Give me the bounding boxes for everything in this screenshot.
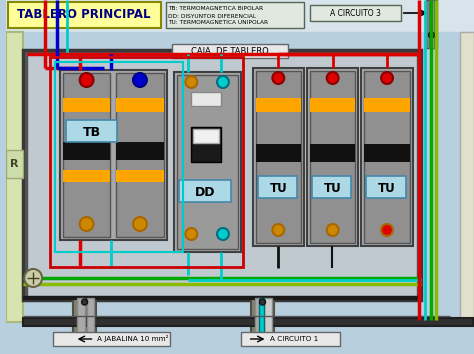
Bar [6,32,23,322]
Text: A JABALINA 10 mm²: A JABALINA 10 mm² [98,336,169,343]
Text: DD: DD [195,185,215,199]
Bar [241,332,339,346]
Text: TU: TU [269,182,287,194]
Bar [310,98,356,112]
Bar [366,176,406,198]
Text: R: R [10,159,18,169]
Bar [191,127,221,162]
Bar [365,71,410,243]
Bar [116,170,164,182]
Circle shape [217,228,229,240]
Bar [66,120,117,142]
Bar [87,298,94,343]
Circle shape [217,76,229,88]
Bar [116,142,164,160]
Bar [63,98,110,112]
Bar [307,68,358,246]
Bar [193,129,219,143]
Circle shape [260,299,265,305]
Bar [255,98,301,112]
Circle shape [185,76,197,88]
Bar [53,332,170,346]
Circle shape [381,224,393,236]
Bar [365,144,410,162]
Text: TB: TERMOMAGNETICA BIPOLAR: TB: TERMOMAGNETICA BIPOLAR [168,6,263,11]
Circle shape [185,228,197,240]
Bar [8,2,161,28]
Bar [116,98,164,112]
Bar [173,72,241,252]
Circle shape [327,72,338,84]
Text: A CIRCUITO 1: A CIRCUITO 1 [270,336,319,342]
Bar [116,73,164,237]
Bar [63,142,110,160]
Bar [6,150,23,178]
Bar [258,298,264,343]
Bar [6,32,474,322]
Text: TU: TU [324,182,342,194]
Bar [23,318,473,326]
Bar [312,176,351,198]
Text: DD: DISYUNTOR DIFERENCIAL: DD: DISYUNTOR DIFERENCIAL [168,13,256,18]
Bar [255,298,263,343]
Text: TABLERO PRINCIPAL: TABLERO PRINCIPAL [17,8,150,22]
Bar [180,180,231,202]
Bar [176,75,238,249]
Text: A CIRCUITO 3: A CIRCUITO 3 [330,8,381,17]
Bar [63,170,110,182]
Circle shape [24,269,42,287]
Bar [50,57,243,267]
Bar [63,73,110,237]
Circle shape [82,299,88,305]
Circle shape [428,32,435,38]
Bar [257,176,297,198]
Bar [255,71,301,243]
Bar [27,54,417,296]
Bar [310,144,356,162]
Bar [460,32,474,322]
Circle shape [273,72,284,84]
Text: TB: TB [82,126,100,138]
Bar [251,298,274,343]
Bar [365,98,410,112]
Text: CAJA  DE TABLERO: CAJA DE TABLERO [191,46,269,56]
Bar [310,71,356,243]
Bar [255,144,301,162]
Bar [55,62,183,252]
Text: TU: TERMOMAGNETICA UNIPOLAR: TU: TERMOMAGNETICA UNIPOLAR [168,21,268,25]
Bar [60,70,167,240]
Circle shape [327,224,338,236]
Bar [6,0,474,32]
Bar [191,92,221,106]
Bar [310,5,401,21]
Bar [165,2,304,28]
Circle shape [381,72,393,84]
Bar [77,298,84,343]
Bar [361,68,413,246]
Circle shape [273,224,284,236]
Circle shape [80,73,93,87]
Text: TU: TU [378,182,396,194]
Bar [23,50,420,300]
Circle shape [80,217,93,231]
Circle shape [133,73,147,87]
Bar [73,298,96,343]
Bar [426,0,438,48]
Bar [172,44,288,58]
Bar [264,298,273,343]
Bar [428,0,435,48]
Circle shape [133,217,147,231]
Bar [253,68,304,246]
